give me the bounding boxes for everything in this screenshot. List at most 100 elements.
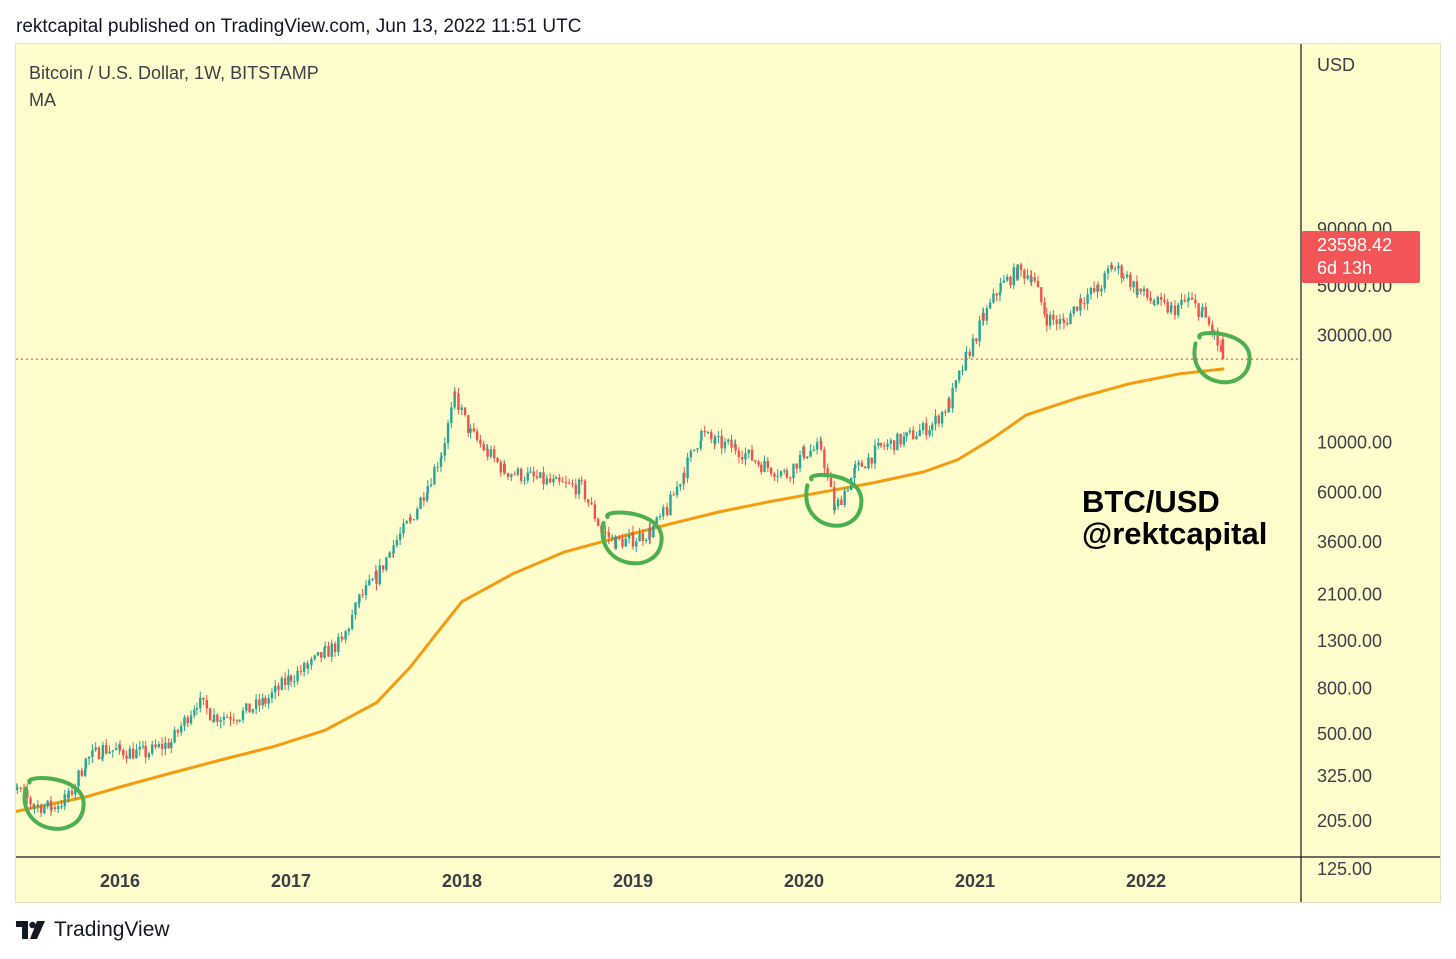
price-candle	[727, 438, 730, 445]
price-candle	[70, 786, 74, 797]
price-candle	[460, 404, 463, 416]
price-candle	[1052, 310, 1055, 326]
price-candle	[734, 439, 737, 455]
price-candle	[899, 433, 902, 448]
price-candle	[1159, 292, 1163, 307]
price-candle	[819, 437, 823, 452]
price-candle	[94, 742, 97, 752]
price-candle	[766, 457, 770, 473]
price-candle	[496, 457, 499, 464]
price-candle	[189, 710, 193, 726]
price-candle	[1106, 265, 1110, 280]
price-candle	[1113, 266, 1117, 272]
price-candle	[167, 738, 170, 749]
price-candle	[911, 426, 915, 440]
price-candle	[378, 558, 381, 586]
price-candle	[1180, 293, 1183, 309]
ma-touch-highlight	[22, 776, 86, 831]
price-candle	[186, 715, 189, 728]
price-candle	[463, 407, 467, 417]
price-candle	[644, 538, 648, 544]
price-candle	[700, 429, 703, 443]
price-candle	[624, 533, 627, 547]
tradingview-logo[interactable]: TradingView	[16, 918, 170, 942]
price-candle	[212, 708, 216, 724]
price-candle	[1040, 286, 1043, 306]
price-candle	[283, 672, 287, 690]
price-candle	[238, 719, 241, 723]
price-candle	[699, 439, 702, 451]
price-candle	[1170, 301, 1173, 313]
price-candle	[568, 478, 571, 485]
price-candle	[125, 750, 128, 764]
price-candle	[675, 481, 679, 499]
price-candle	[385, 556, 388, 572]
price-candle	[860, 459, 864, 467]
price-candle	[241, 706, 245, 724]
price-candle	[289, 674, 293, 687]
price-candle	[1086, 288, 1089, 311]
price-candle	[67, 788, 70, 803]
price-candle	[978, 315, 981, 347]
price-candle	[313, 654, 316, 661]
price-candle	[785, 467, 789, 479]
symbol-legend[interactable]: Bitcoin / U.S. Dollar, 1W, BITSTAMP	[29, 63, 319, 83]
price-candle	[877, 438, 880, 450]
price-candle	[1079, 298, 1083, 306]
price-candle	[975, 337, 978, 345]
price-candle	[131, 742, 135, 760]
price-candle	[361, 588, 364, 598]
price-candle	[561, 476, 564, 483]
price-candle	[63, 789, 66, 811]
price-candle	[757, 459, 760, 468]
price-candle	[526, 467, 529, 484]
price-candle	[510, 473, 513, 482]
price-candle	[122, 748, 125, 760]
price-candle	[347, 627, 351, 636]
price-axis-currency[interactable]: USD	[1317, 55, 1356, 75]
bar-countdown: 6d 13h	[1317, 258, 1373, 278]
price-tick-label: 6000.00	[1317, 482, 1382, 502]
price-candle	[879, 442, 883, 449]
indicator-legend[interactable]: MA	[29, 90, 56, 110]
price-candle	[254, 694, 258, 715]
price-candle	[889, 438, 893, 450]
price-candle	[744, 447, 747, 466]
ma-touch-highlight	[804, 472, 864, 528]
price-candle	[368, 574, 371, 587]
price-candle	[1030, 270, 1033, 287]
price-candle	[836, 497, 840, 510]
price-candle	[235, 719, 239, 725]
price-candle	[610, 534, 614, 542]
price-candle	[574, 478, 577, 499]
price-candle	[1019, 262, 1023, 277]
price-candle	[364, 579, 368, 600]
price-candle	[29, 795, 32, 810]
chart-panel[interactable]: 90000.00 50000.00 30000.00 10000.00 6000.00 3…	[15, 43, 1441, 903]
price-candle	[564, 475, 568, 489]
price-candle	[833, 500, 836, 513]
price-candle	[1083, 297, 1086, 310]
price-candle	[587, 499, 590, 507]
price-candle	[1183, 294, 1186, 303]
price-candle	[867, 453, 870, 470]
price-tick-label: 3600.00	[1317, 532, 1382, 552]
price-candle	[1016, 263, 1019, 282]
price-candle	[918, 423, 921, 437]
price-candle	[934, 409, 937, 431]
price-candle	[590, 497, 593, 505]
price-candle	[750, 444, 754, 462]
price-candle	[50, 806, 53, 813]
price-candle	[375, 569, 378, 591]
price-candle	[809, 444, 812, 458]
chart-canvas[interactable]: 90000.0050000.0030000.0010000.006000.003…	[16, 44, 1440, 902]
price-candle	[1166, 298, 1169, 314]
price-candle	[36, 800, 39, 813]
price-candle	[1194, 293, 1197, 308]
price-candle	[503, 461, 506, 474]
price-candle	[840, 495, 843, 506]
price-candle	[689, 449, 693, 462]
price-candle	[1069, 310, 1072, 325]
price-tick-label: 325.00	[1317, 766, 1372, 786]
watermark-author: @rektcapital	[1082, 516, 1268, 551]
